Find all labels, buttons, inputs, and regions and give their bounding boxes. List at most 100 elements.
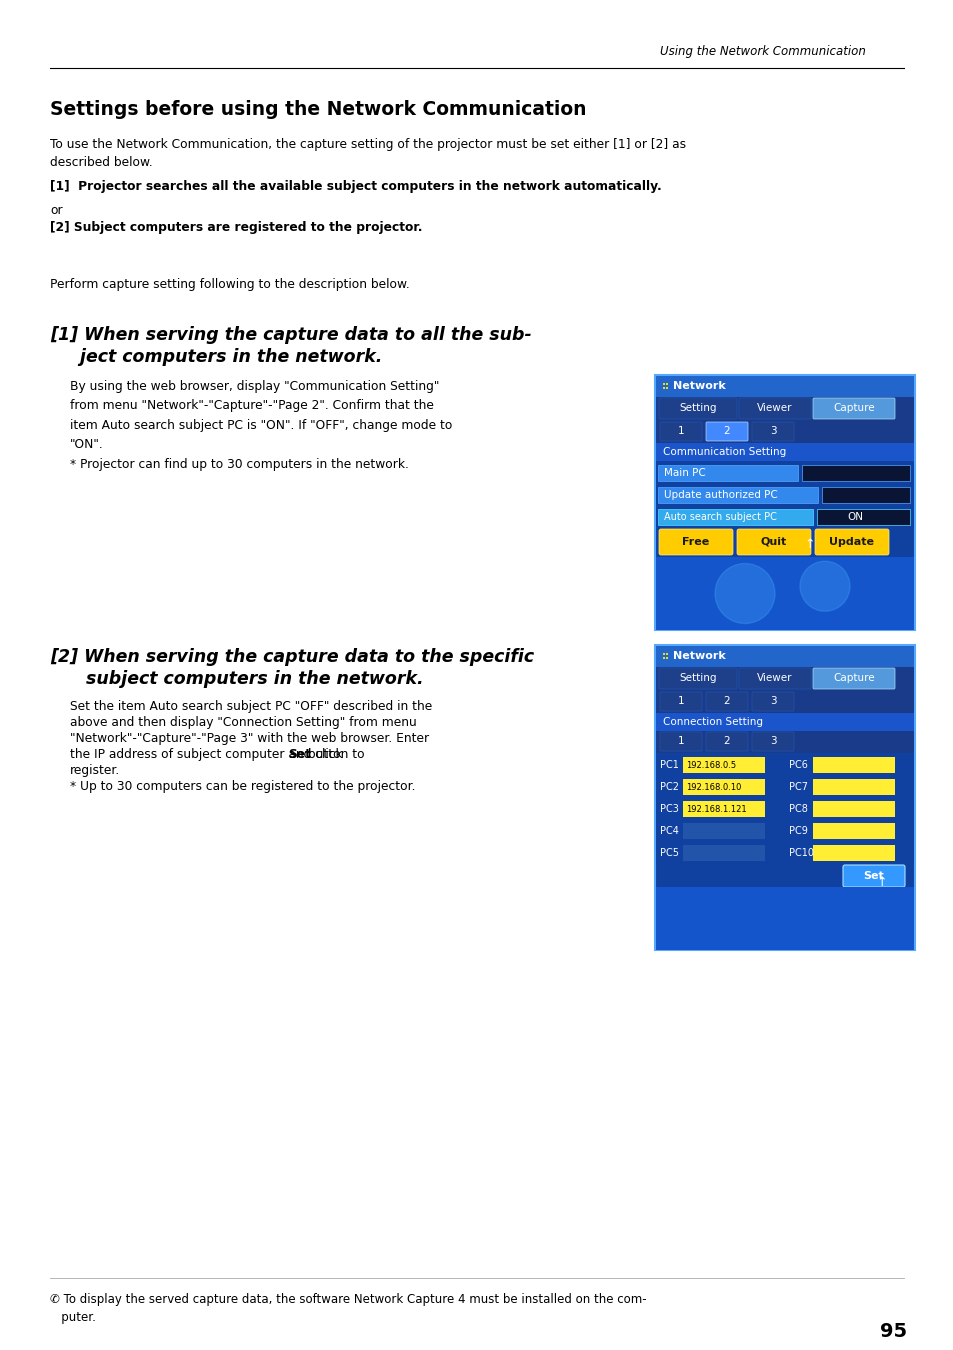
Text: 3: 3 bbox=[769, 697, 776, 706]
Text: ↑: ↑ bbox=[804, 539, 815, 551]
FancyBboxPatch shape bbox=[705, 693, 747, 711]
FancyBboxPatch shape bbox=[705, 423, 747, 441]
Bar bbox=[682, 845, 764, 861]
Text: Using the Network Communication: Using the Network Communication bbox=[659, 45, 865, 58]
FancyBboxPatch shape bbox=[814, 529, 888, 555]
FancyBboxPatch shape bbox=[737, 529, 810, 555]
Bar bbox=[812, 824, 894, 838]
Text: above and then display "Connection Setting" from menu: above and then display "Connection Setti… bbox=[70, 716, 416, 729]
Text: PC7: PC7 bbox=[788, 782, 807, 792]
Bar bbox=[656, 558, 913, 630]
Text: Capture: Capture bbox=[832, 674, 874, 683]
Text: [2] Subject computers are registered to the projector.: [2] Subject computers are registered to … bbox=[50, 221, 422, 234]
Bar bbox=[656, 821, 913, 841]
Bar bbox=[682, 757, 764, 774]
Text: 3: 3 bbox=[769, 736, 776, 747]
Text: Capture: Capture bbox=[832, 404, 874, 413]
Text: PC3: PC3 bbox=[659, 805, 679, 814]
Text: PC9: PC9 bbox=[788, 826, 807, 836]
Text: ::: :: bbox=[661, 381, 669, 392]
Text: Free: Free bbox=[681, 537, 709, 547]
Bar bbox=[655, 645, 914, 950]
Text: register.: register. bbox=[70, 764, 120, 778]
FancyBboxPatch shape bbox=[812, 668, 894, 688]
Text: 2: 2 bbox=[723, 697, 730, 706]
Text: 1: 1 bbox=[677, 736, 683, 747]
Text: button to: button to bbox=[304, 748, 364, 761]
Text: Quit: Quit bbox=[760, 537, 786, 547]
Text: By using the web browser, display "Communication Setting"
from menu "Network"-"C: By using the web browser, display "Commu… bbox=[70, 379, 452, 471]
Text: 2: 2 bbox=[723, 736, 730, 747]
Bar bbox=[656, 443, 913, 460]
Bar bbox=[812, 845, 894, 861]
Text: Communication Setting: Communication Setting bbox=[662, 447, 785, 458]
Text: PC1: PC1 bbox=[659, 760, 679, 770]
Text: PC10: PC10 bbox=[788, 848, 813, 859]
Text: 3: 3 bbox=[769, 427, 776, 436]
Circle shape bbox=[800, 562, 849, 612]
Text: PC6: PC6 bbox=[788, 760, 807, 770]
Text: PC8: PC8 bbox=[788, 805, 807, 814]
Text: or: or bbox=[50, 204, 63, 217]
Text: PC2: PC2 bbox=[659, 782, 679, 792]
Text: [1] When serving the capture data to all the sub-: [1] When serving the capture data to all… bbox=[50, 325, 531, 344]
Bar bbox=[812, 779, 894, 795]
Text: Perform capture setting following to the description below.: Perform capture setting following to the… bbox=[50, 278, 410, 292]
Bar bbox=[656, 647, 913, 667]
Bar bbox=[656, 713, 913, 730]
Bar bbox=[821, 487, 909, 504]
Text: Viewer: Viewer bbox=[757, 674, 792, 683]
Text: Setting: Setting bbox=[679, 404, 716, 413]
Bar bbox=[656, 508, 913, 526]
Text: Update: Update bbox=[828, 537, 874, 547]
Bar bbox=[801, 464, 909, 481]
Bar bbox=[816, 509, 909, 525]
Text: Set the item Auto search subject PC "OFF" described in the: Set the item Auto search subject PC "OFF… bbox=[70, 701, 432, 713]
Text: 95: 95 bbox=[879, 1322, 906, 1341]
Text: "Network"-"Capture"-"Page 3" with the web browser. Enter: "Network"-"Capture"-"Page 3" with the we… bbox=[70, 732, 429, 745]
Text: Set: Set bbox=[862, 871, 883, 882]
FancyBboxPatch shape bbox=[659, 398, 737, 418]
Text: Network: Network bbox=[672, 381, 725, 392]
Text: 2: 2 bbox=[723, 427, 730, 436]
Text: Auto search subject PC: Auto search subject PC bbox=[663, 512, 776, 522]
Bar bbox=[656, 778, 913, 796]
Bar bbox=[658, 464, 797, 481]
Bar bbox=[656, 667, 913, 691]
Bar bbox=[656, 485, 913, 505]
Text: the IP address of subject computer and click: the IP address of subject computer and c… bbox=[70, 748, 346, 761]
FancyBboxPatch shape bbox=[659, 732, 701, 751]
Text: * Up to 30 computers can be registered to the projector.: * Up to 30 computers can be registered t… bbox=[70, 780, 416, 792]
FancyBboxPatch shape bbox=[739, 398, 810, 418]
FancyBboxPatch shape bbox=[739, 668, 810, 688]
FancyBboxPatch shape bbox=[751, 693, 793, 711]
Text: 192.168.0.10: 192.168.0.10 bbox=[685, 783, 740, 791]
FancyBboxPatch shape bbox=[659, 423, 701, 441]
FancyBboxPatch shape bbox=[659, 529, 732, 555]
Text: 1: 1 bbox=[677, 427, 683, 436]
Text: Set: Set bbox=[288, 748, 311, 761]
Text: Update authorized PC: Update authorized PC bbox=[663, 490, 777, 500]
Text: 192.168.1.121: 192.168.1.121 bbox=[685, 805, 746, 814]
Text: Settings before using the Network Communication: Settings before using the Network Commun… bbox=[50, 100, 586, 119]
Bar bbox=[656, 755, 913, 775]
FancyBboxPatch shape bbox=[659, 693, 701, 711]
Bar bbox=[656, 691, 913, 713]
Bar bbox=[656, 730, 913, 753]
Bar bbox=[656, 842, 913, 863]
Text: [2] When serving the capture data to the specific: [2] When serving the capture data to the… bbox=[50, 648, 534, 666]
FancyBboxPatch shape bbox=[659, 668, 737, 688]
Bar bbox=[656, 421, 913, 443]
Bar bbox=[682, 779, 764, 795]
Text: ject computers in the network.: ject computers in the network. bbox=[50, 348, 382, 366]
Bar bbox=[682, 801, 764, 817]
FancyBboxPatch shape bbox=[751, 732, 793, 751]
Circle shape bbox=[714, 563, 774, 624]
Text: Network: Network bbox=[672, 651, 725, 661]
Text: Connection Setting: Connection Setting bbox=[662, 717, 762, 728]
Bar bbox=[682, 824, 764, 838]
Text: 192.168.0.5: 192.168.0.5 bbox=[685, 760, 736, 770]
Text: PC5: PC5 bbox=[659, 848, 679, 859]
Bar bbox=[655, 375, 914, 630]
Bar bbox=[656, 887, 913, 950]
